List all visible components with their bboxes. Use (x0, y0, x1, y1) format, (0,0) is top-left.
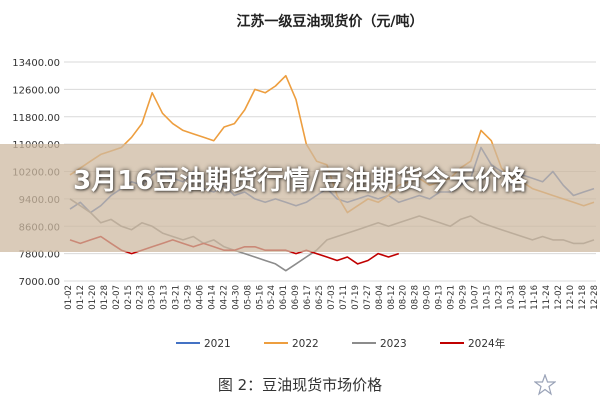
y-tick-label: 11800.00 (12, 113, 60, 124)
x-tick-label: 12-28 (590, 285, 600, 310)
x-tick-label: 10-15 (482, 285, 492, 310)
x-tick-label: 06-25 (315, 285, 325, 310)
x-tick-label: 09-21 (447, 285, 457, 310)
x-tick-label: 07-19 (351, 285, 361, 310)
x-tick-label: 04-14 (207, 285, 217, 310)
x-tick-label: 07-11 (339, 285, 349, 310)
x-tick-label: 01-28 (100, 285, 110, 310)
x-tick-label: 11-16 (530, 285, 540, 310)
x-tick-label: 03-21 (172, 285, 182, 310)
chart-title: 江苏一级豆油现货价（元/吨） (236, 13, 423, 30)
x-tick-label: 02-07 (112, 285, 122, 310)
x-axis: 01-02 01-12 01-20 01-28 02-07 02-15 02-23 03-05… (64, 285, 600, 310)
y-tick-label: 12600.00 (12, 85, 60, 96)
x-tick-label: 10-23 (494, 285, 504, 310)
x-tick-label: 11-08 (518, 285, 528, 310)
x-tick-label: 09-13 (435, 285, 445, 310)
x-tick-label: 03-13 (160, 285, 170, 310)
y-tick-label: 13400.00 (12, 58, 60, 69)
x-tick-label: 07-03 (327, 285, 337, 310)
x-tick-label: 12-02 (554, 285, 564, 310)
headline-banner (0, 144, 600, 252)
x-tick-label: 08-12 (387, 285, 397, 310)
x-tick-label: 06-01 (279, 285, 289, 310)
legend-label: 2022 (292, 338, 319, 350)
x-tick-label: 12-18 (578, 285, 588, 310)
x-tick-label: 09-29 (459, 285, 469, 310)
x-tick-label: 01-12 (76, 285, 86, 310)
x-tick-label: 04-22 (219, 285, 229, 310)
x-tick-label: 12-10 (566, 285, 576, 310)
figure-caption: 图 2：豆油现货市场价格 (217, 376, 383, 394)
headline-text[interactable]: 3月16豆油期货行情/豆油期货今天价格 (73, 166, 527, 196)
x-tick-label: 02-15 (124, 285, 134, 310)
x-tick-label: 04-06 (196, 285, 206, 310)
legend-label: 2023 (380, 338, 407, 350)
y-tick-label: 7000.00 (19, 277, 60, 288)
x-tick-label: 05-24 (267, 285, 277, 310)
x-tick-label: 03-29 (184, 285, 194, 310)
x-tick-label: 10-31 (506, 285, 516, 310)
x-tick-label: 09-05 (423, 285, 433, 310)
x-tick-label: 08-20 (399, 285, 409, 310)
x-tick-label: 08-28 (411, 285, 421, 310)
x-tick-label: 06-09 (291, 285, 301, 310)
y-tick-label: 7800.00 (19, 250, 60, 261)
watermark-logo-icon (534, 374, 556, 396)
x-tick-label: 06-17 (303, 285, 313, 310)
x-tick-label: 04-30 (231, 285, 241, 310)
x-tick-label: 11-24 (542, 285, 552, 310)
x-tick-label: 03-05 (148, 285, 158, 310)
x-tick-label: 05-16 (255, 285, 265, 310)
x-tick-label: 01-20 (88, 285, 98, 310)
x-tick-label: 02-23 (136, 285, 146, 310)
legend: 2021 2022 2023 2024年 (176, 337, 505, 350)
x-tick-label: 10-07 (470, 285, 480, 310)
x-tick-label: 05-08 (243, 285, 253, 310)
legend-label: 2024年 (468, 337, 505, 350)
x-tick-label: 01-02 (64, 285, 74, 310)
x-tick-label: 07-27 (363, 285, 373, 310)
legend-label: 2021 (204, 338, 231, 350)
x-tick-label: 08-04 (375, 285, 385, 310)
